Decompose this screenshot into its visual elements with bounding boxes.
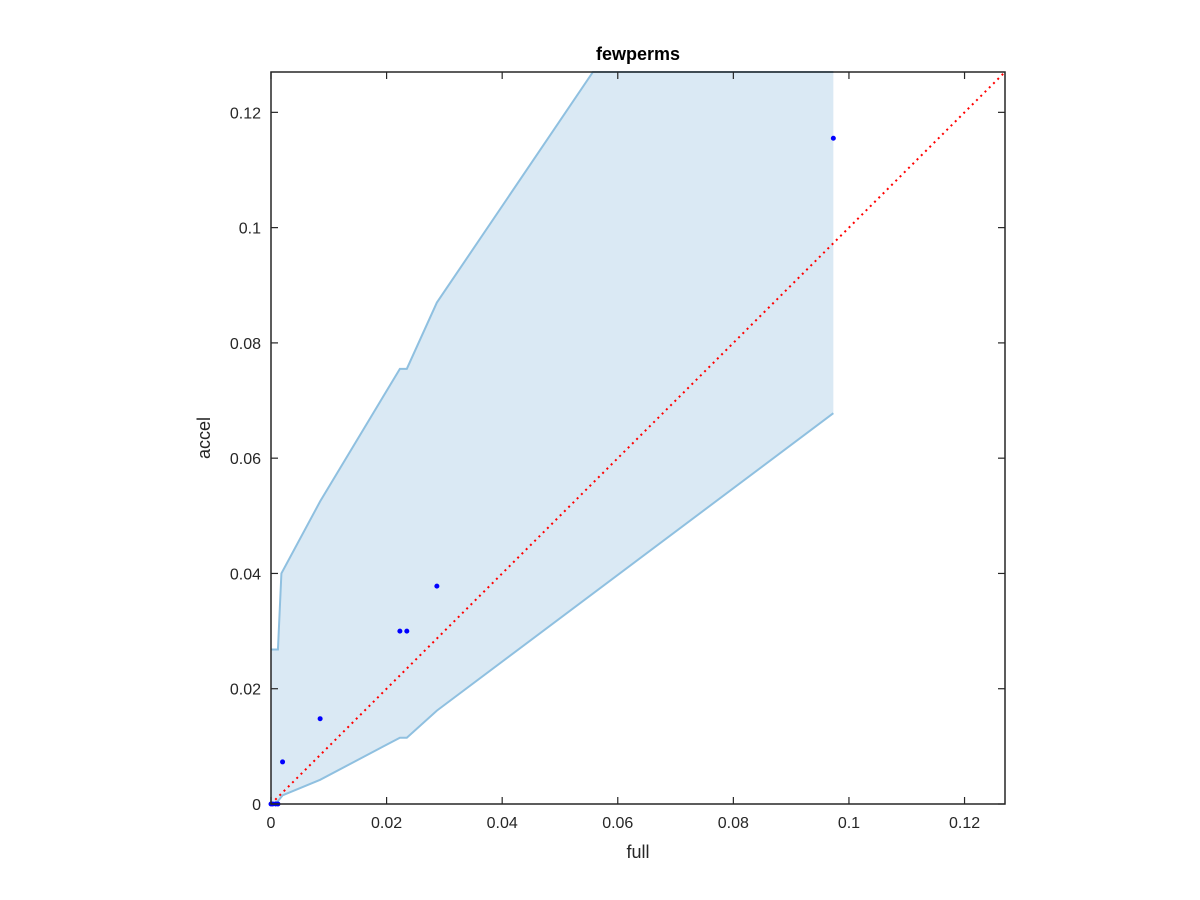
data-point — [434, 583, 440, 589]
data-points — [268, 135, 836, 807]
data-point — [317, 716, 323, 722]
data-point — [397, 628, 403, 634]
y-axis-label: accel — [194, 417, 214, 459]
y-tick-label: 0.06 — [230, 451, 261, 468]
x-axis-ticks: 0 0.02 0.04 0.06 0.08 0.1 0.12 — [267, 72, 980, 832]
chart-title: fewperms — [596, 44, 680, 64]
data-point — [404, 628, 410, 634]
x-tick-label: 0.12 — [949, 815, 980, 832]
confidence-band — [271, 71, 834, 805]
x-tick-label: 0.06 — [602, 815, 633, 832]
axes — [270, 71, 1006, 805]
x-tick-label: 0.1 — [838, 815, 860, 832]
x-tick-label: 0 — [267, 815, 276, 832]
data-point — [830, 135, 836, 141]
x-axis-label: full — [626, 842, 649, 862]
y-tick-label: 0.12 — [230, 105, 261, 122]
axes-box — [270, 71, 1006, 805]
y-tick-label: 0.1 — [239, 221, 261, 238]
x-tick-label: 0.04 — [487, 815, 518, 832]
x-tick-label: 0.08 — [718, 815, 749, 832]
band-fill — [271, 72, 834, 804]
x-tick-label: 0.02 — [371, 815, 402, 832]
y-tick-label: 0.02 — [230, 682, 261, 699]
y-tick-label: 0.04 — [230, 566, 261, 583]
data-point — [280, 759, 286, 765]
y-tick-label: 0.08 — [230, 336, 261, 353]
y-axis-ticks: 0 0.02 0.04 0.06 0.08 0.1 0.12 — [230, 105, 1005, 814]
band-upper-edge — [271, 71, 834, 651]
y-tick-label: 0 — [252, 797, 261, 814]
